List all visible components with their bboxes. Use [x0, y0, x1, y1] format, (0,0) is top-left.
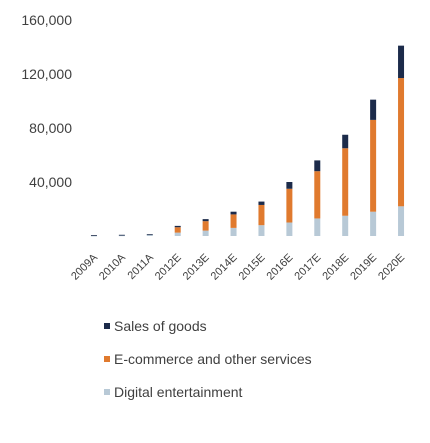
x-tick-label: 2016E	[265, 252, 296, 283]
bar-segment	[370, 119, 377, 212]
bar-segment	[90, 235, 97, 237]
bar-segment	[202, 219, 209, 222]
bar-segment	[370, 211, 377, 236]
bar-segment	[314, 160, 321, 172]
bar-segment	[314, 218, 321, 236]
bar-segment	[230, 227, 237, 236]
bar-segment	[370, 99, 377, 120]
x-tick-label: 2011A	[126, 251, 157, 282]
x-tick-label: 2010A	[97, 251, 128, 282]
x-tick-label: 2013E	[181, 252, 212, 283]
bar-segment	[314, 171, 321, 219]
y-axis: 40,000 80,000 120,000 160,000	[21, 12, 72, 190]
bar-segment	[398, 78, 405, 207]
bar-segment	[230, 214, 237, 228]
y-tick-label: 40,000	[29, 174, 72, 190]
bar-segment	[118, 234, 125, 236]
bar-segment	[202, 230, 209, 236]
bar-segment	[342, 134, 349, 149]
x-tick-label: 2020E	[376, 252, 407, 283]
legend-swatch	[104, 323, 110, 329]
bar-segment	[202, 221, 209, 231]
bar-segment	[174, 232, 181, 236]
bar-segment	[398, 45, 405, 79]
x-tick-label: 2009A	[69, 251, 100, 282]
legend-swatch	[104, 389, 110, 395]
bar-segment	[230, 211, 237, 215]
legend-item-sales-of-goods: Sales of goods	[104, 312, 312, 340]
y-tick-label: 80,000	[29, 120, 72, 136]
bar-segment	[90, 235, 97, 236]
legend-label: E-commerce and other services	[114, 351, 312, 367]
bar-segment	[342, 215, 349, 236]
x-tick-label: 2019E	[348, 252, 379, 283]
bar-segment	[398, 206, 405, 236]
bar-segment	[174, 227, 181, 233]
bar-segment	[174, 225, 181, 228]
y-tick-label: 120,000	[21, 66, 72, 82]
x-tick-label: 2017E	[292, 252, 323, 283]
legend-label: Digital entertainment	[114, 384, 243, 400]
x-tick-label: 2012E	[153, 252, 184, 283]
x-tick-label: 2015E	[237, 252, 268, 283]
legend-item-digital-entertainment: Digital entertainment	[104, 378, 312, 406]
bar-segment	[258, 225, 265, 236]
bar-segment	[258, 204, 265, 226]
legend-item-e-commerce: E-commerce and other services	[104, 345, 312, 373]
bar-segment	[118, 235, 125, 237]
bar-segment	[146, 234, 153, 236]
y-tick-label: 160,000	[21, 12, 72, 28]
bar-segment	[342, 148, 349, 216]
bar-segment	[286, 188, 293, 223]
legend-swatch	[104, 356, 110, 362]
x-axis: 2009A2010A2011A2012E2013E2014E2015E2016E…	[69, 251, 407, 282]
legend-label: Sales of goods	[114, 318, 207, 334]
x-tick-label: 2018E	[320, 252, 351, 283]
legend: Sales of goods E-commerce and other serv…	[104, 312, 312, 411]
bar-segment	[258, 201, 265, 205]
bar-segment	[286, 222, 293, 236]
bar-segment	[146, 234, 153, 236]
bar-segment	[286, 182, 293, 189]
bars	[90, 45, 405, 237]
x-tick-label: 2014E	[209, 252, 240, 283]
